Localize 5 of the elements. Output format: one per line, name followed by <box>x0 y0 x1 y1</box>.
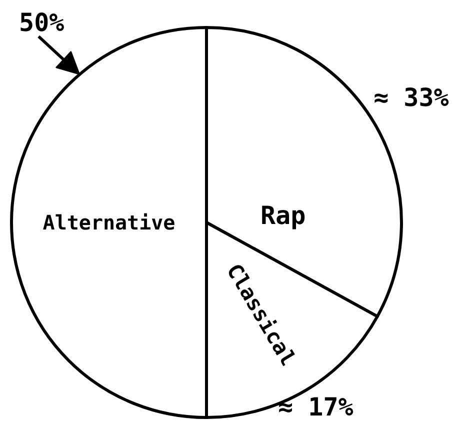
data-label: ≈ 33% <box>374 82 449 112</box>
data-label: 50% <box>19 8 64 37</box>
slice-label: Alternative <box>42 210 176 234</box>
slice-label: Rap <box>260 200 306 230</box>
data-label: ≈ 17% <box>278 392 354 422</box>
